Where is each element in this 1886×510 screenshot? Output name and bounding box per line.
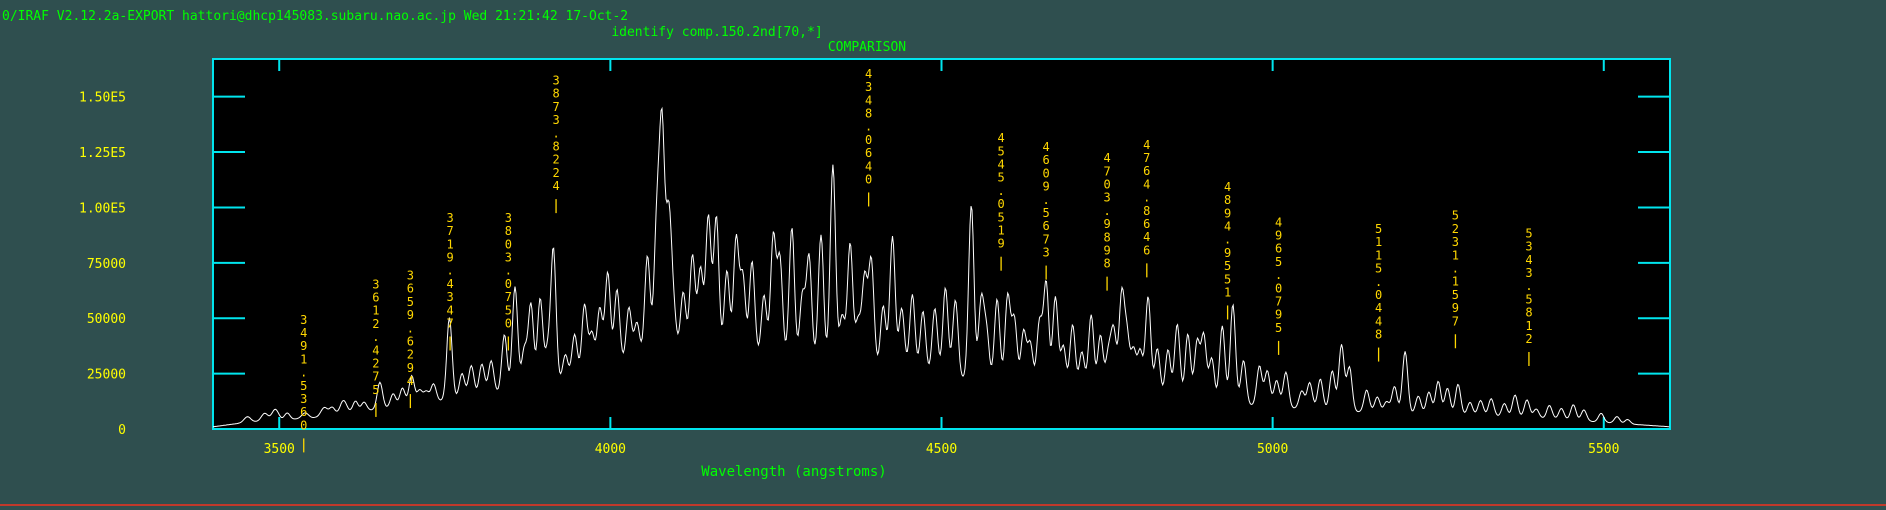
x-tick-label: 3500 — [264, 442, 295, 457]
chart-title: COMPARISON — [828, 40, 906, 55]
y-tick-label: 1.00E5 — [79, 201, 126, 216]
plot-frame — [212, 58, 1671, 430]
y-tick-label: 1.25E5 — [79, 146, 126, 161]
y-tick-label: 25000 — [87, 368, 126, 383]
x-tick-label: 4000 — [595, 442, 626, 457]
line-identifications: 3 4 9 1. 5 3 6 0 3 6 1 2. 4 2 7 5 3 6 5 9. 6 2 9 4 3 7 1 9. 4 3 4 7 3 8 0 3… — [300, 67, 1533, 453]
y-tick-label: 1.50E5 — [79, 91, 126, 106]
x-tick-label: 5000 — [1257, 442, 1288, 457]
y-tick-label: 50000 — [87, 312, 126, 327]
y-tick-label: 0 — [118, 423, 126, 438]
x-tick-labels: 3500 4000 4500 5000 5500 — [264, 442, 1620, 457]
y-tick-labels: 0 25000 50000 75000 1.00E5 1.25E5 1.50E5 — [79, 91, 126, 438]
window-bottom-border — [0, 504, 1886, 506]
spectrum — [212, 106, 1670, 428]
command-line: identify comp.150.2nd[70,*] — [611, 25, 822, 40]
x-tick-label: 5500 — [1588, 442, 1619, 457]
x-axis-label: Wavelength (angstroms) — [701, 464, 886, 480]
axis-ticks — [213, 59, 1670, 430]
x-tick-label: 4500 — [926, 442, 957, 457]
iraf-status-line: 0/IRAF V2.12.2a-EXPORT hattori@dhcp14508… — [2, 9, 628, 24]
y-tick-label: 75000 — [87, 257, 126, 272]
spectrum-line — [212, 106, 1670, 428]
